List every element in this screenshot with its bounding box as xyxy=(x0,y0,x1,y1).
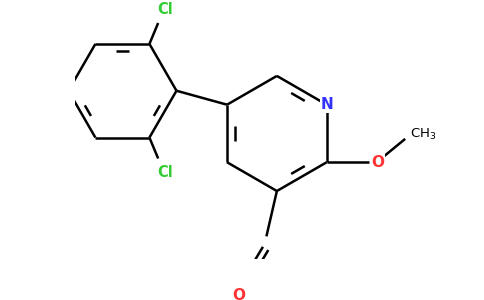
Text: Cl: Cl xyxy=(157,165,173,180)
Text: Cl: Cl xyxy=(157,2,173,16)
Text: CH$_3$: CH$_3$ xyxy=(410,127,437,142)
Text: O: O xyxy=(232,288,245,300)
Text: O: O xyxy=(371,155,384,170)
Text: N: N xyxy=(320,97,333,112)
